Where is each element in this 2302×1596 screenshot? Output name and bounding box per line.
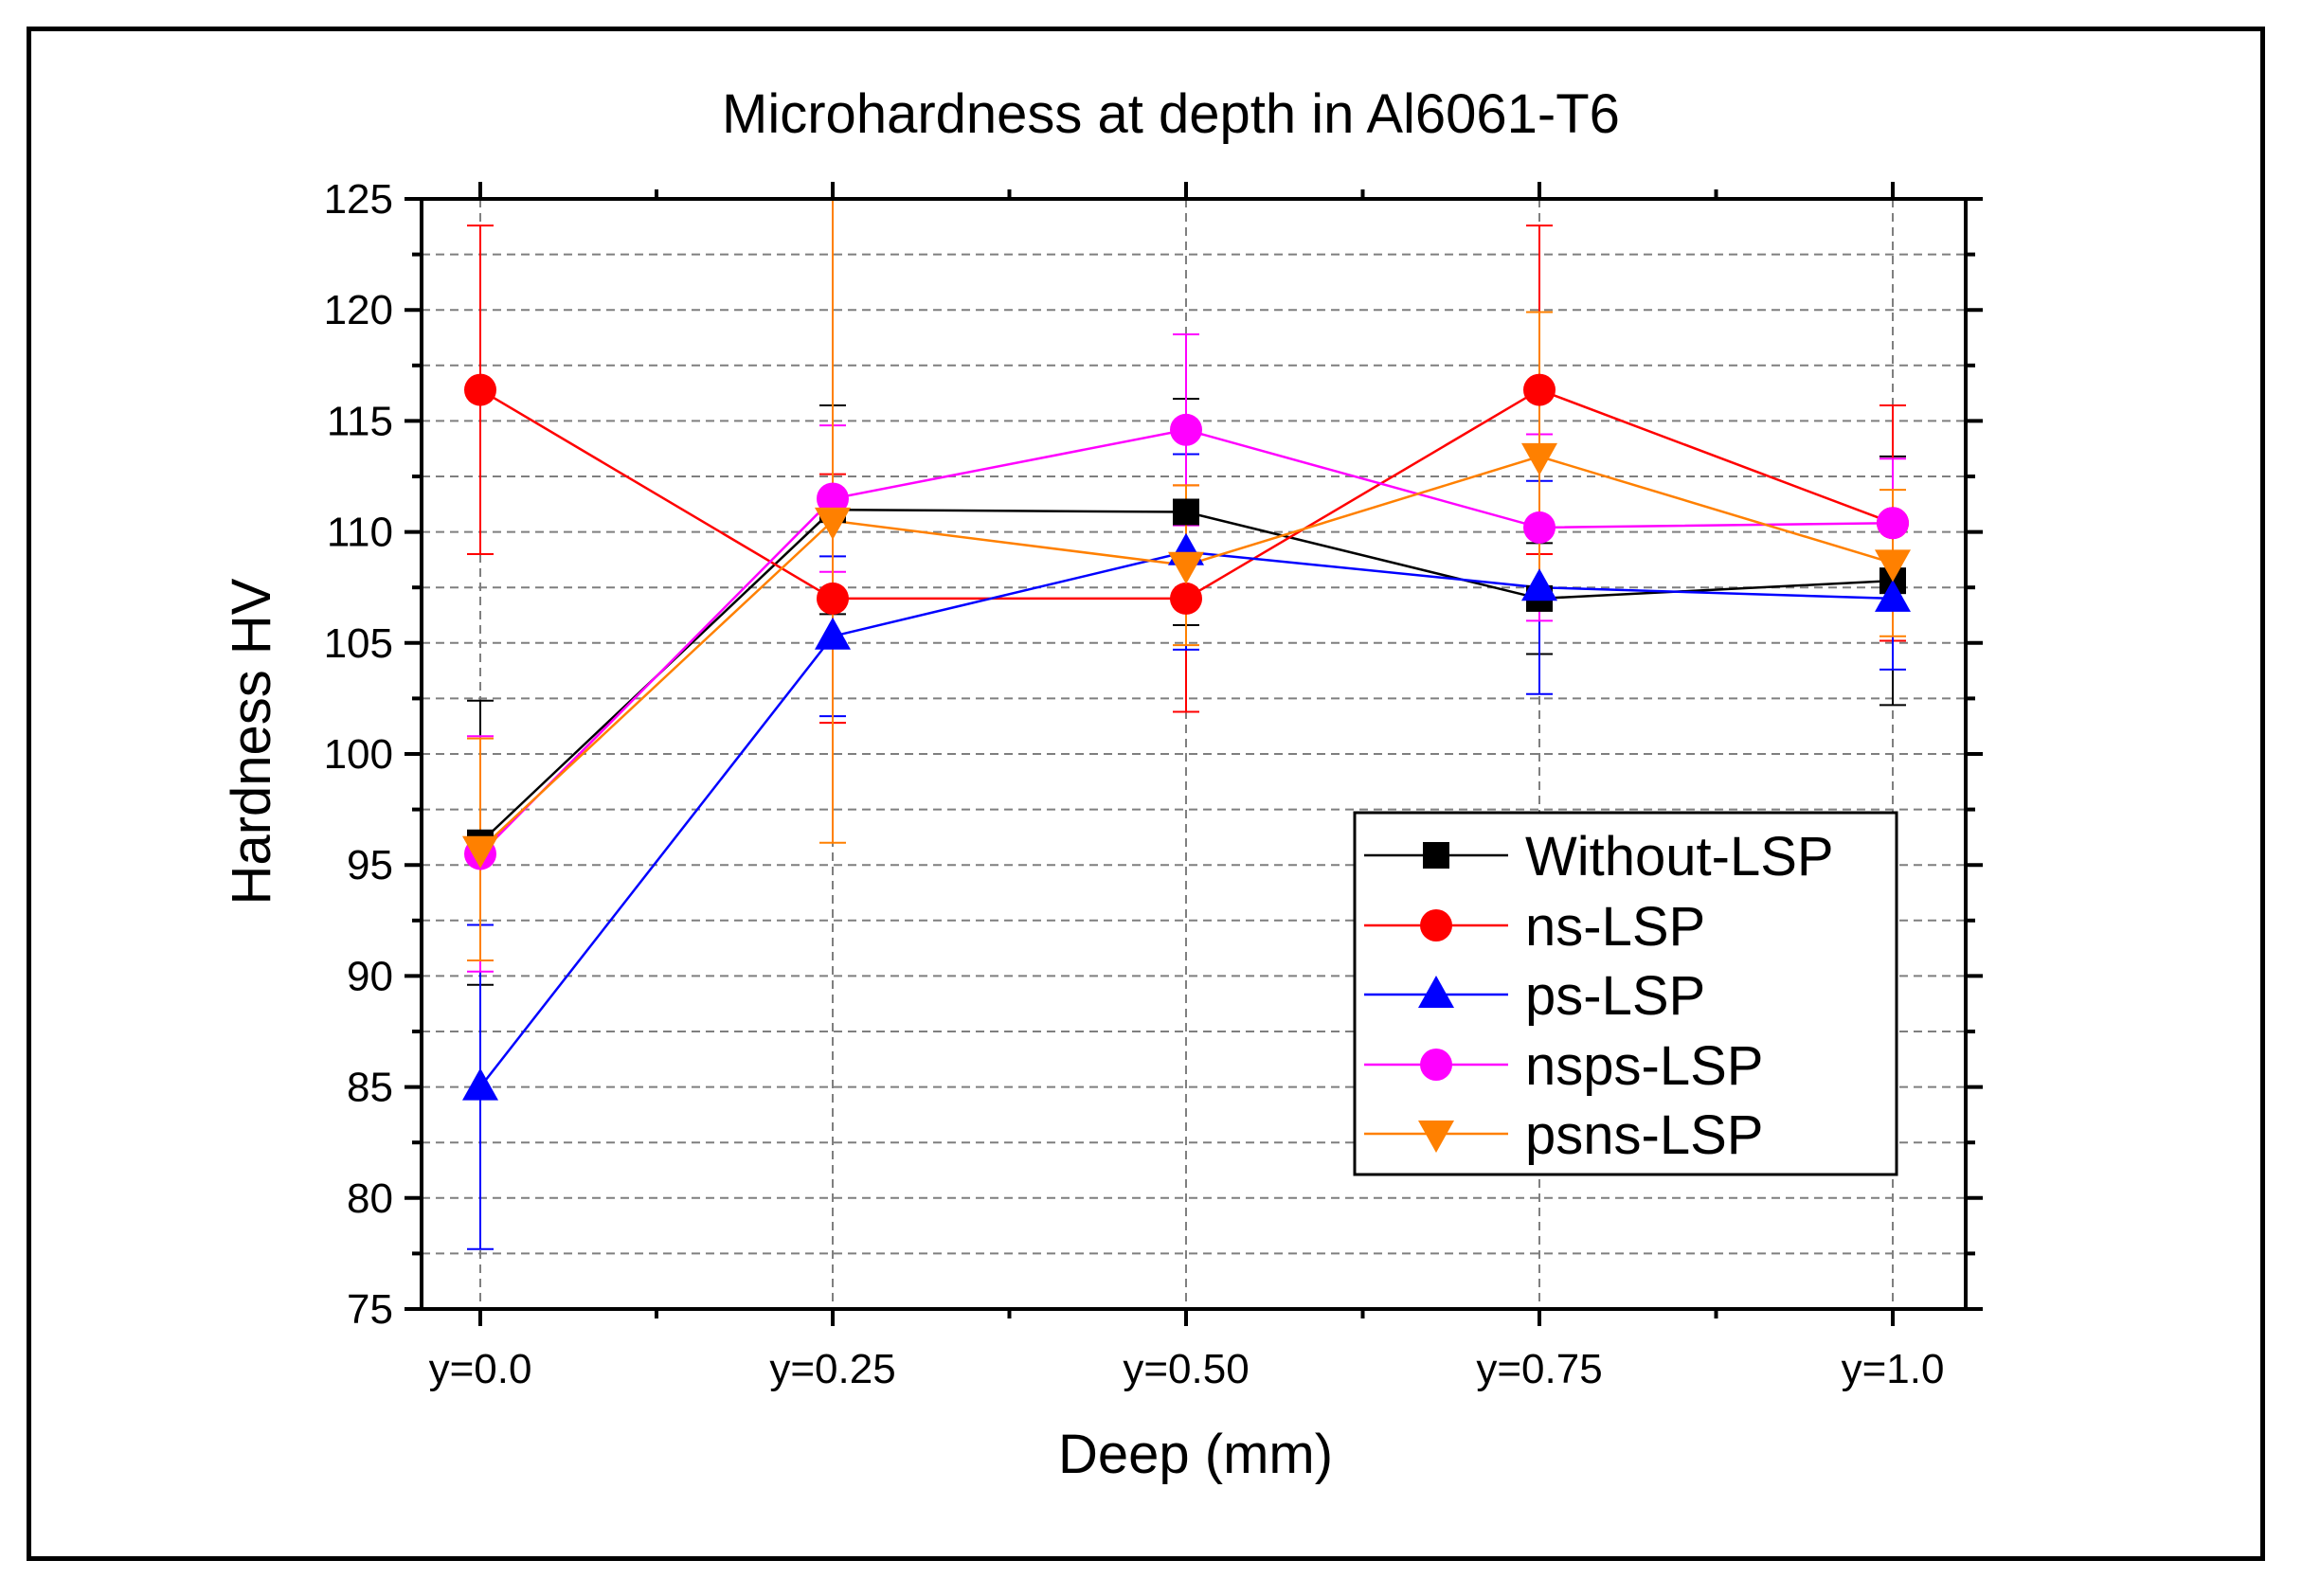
data-point-ps-lsp (462, 1067, 498, 1101)
data-point-ps-lsp (815, 617, 851, 650)
legend: Without-LSP ns-LSP ps-LSP nsps-LSP psns-LSP (1353, 811, 1898, 1176)
legend-marker-psns-lsp (1418, 1121, 1454, 1153)
data-point-psns-lsp (1521, 442, 1557, 475)
y-tick-label: 100 (324, 731, 393, 778)
data-point-ns-lsp (464, 373, 496, 406)
data-point-psns-lsp (462, 835, 498, 869)
data-point-nsps-lsp (1877, 507, 1909, 540)
y-axis-tick-labels: 75 80 85 90 95 100 105 110 115 120 125 (324, 176, 393, 1333)
data-point-psns-lsp (815, 507, 851, 540)
series-markers (462, 373, 1911, 1101)
y-tick-label: 95 (347, 842, 393, 888)
legend-box (1353, 811, 1898, 1176)
legend-marker-nsps-lsp (1420, 1049, 1452, 1081)
data-point-nsps-lsp (817, 482, 849, 515)
y-tick-label: 115 (327, 398, 393, 444)
x-tick-label: y=0.75 (1476, 1346, 1602, 1392)
figure-frame (27, 27, 2265, 1561)
legend-marker-ps-lsp (1418, 976, 1454, 1008)
y-tick-label: 75 (347, 1286, 393, 1333)
x-tick-label: y=0.0 (429, 1346, 532, 1392)
data-point-ns-lsp (1523, 373, 1556, 406)
y-tick-label: 120 (324, 287, 393, 333)
data-point-ps-lsp (1521, 568, 1557, 601)
x-axis-tick-labels: y=0.0 y=0.25 y=0.50 y=0.75 y=1.0 (429, 1346, 1945, 1392)
y-tick-label: 85 (347, 1065, 393, 1111)
legend-label-ns-lsp: ns-LSP (1525, 896, 1705, 958)
data-point-ns-lsp (1170, 582, 1202, 615)
legend-label-psns-lsp: psns-LSP (1525, 1104, 1763, 1166)
y-tick-label: 90 (347, 953, 393, 999)
legend-label-nsps-lsp: nsps-LSP (1525, 1035, 1763, 1097)
data-point-nsps-lsp (1170, 413, 1202, 446)
legend-marker-ns-lsp (1420, 909, 1452, 941)
data-point-psns-lsp (1875, 549, 1911, 583)
y-tick-label: 110 (327, 510, 393, 556)
x-axis-title: Deep (mm) (1058, 1424, 1333, 1485)
data-point-nsps-lsp (1523, 511, 1556, 544)
y-axis-title: Hardness HV (221, 578, 282, 905)
data-point-ns-lsp (817, 582, 849, 615)
data-point-ps-lsp (1875, 579, 1911, 612)
x-tick-label: y=1.0 (1842, 1346, 1945, 1392)
legend-marker-without-lsp (1423, 842, 1449, 869)
x-tick-label: y=0.50 (1123, 1346, 1249, 1392)
legend-label-without-lsp: Without-LSP (1525, 826, 1834, 888)
y-tick-label: 105 (324, 620, 393, 667)
y-tick-label: 125 (324, 176, 393, 223)
legend-label-ps-lsp: ps-LSP (1525, 965, 1705, 1027)
chart-title: Microhardness at depth in Al6061-T6 (722, 83, 1620, 145)
data-point-without-lsp (1173, 498, 1199, 526)
data-point-psns-lsp (1168, 551, 1204, 584)
y-tick-label: 80 (347, 1175, 393, 1222)
axis-ticks (405, 182, 1983, 1326)
x-tick-label: y=0.25 (769, 1346, 895, 1392)
